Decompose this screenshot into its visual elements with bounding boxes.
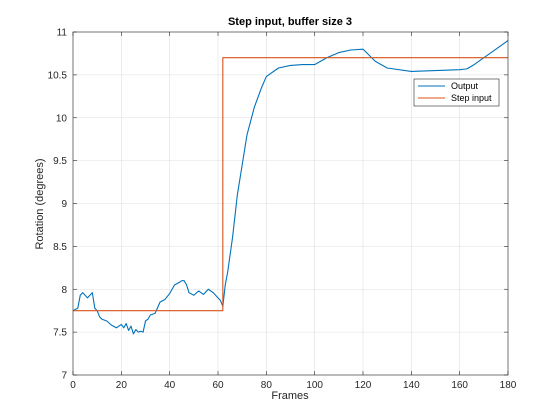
x-tick-label: 120 xyxy=(355,380,372,391)
x-tick-label: 0 xyxy=(70,380,76,391)
series-line-step-input xyxy=(73,57,508,312)
x-axis-label: Frames xyxy=(271,390,309,402)
y-tick-label: 10 xyxy=(56,113,68,124)
y-tick-label: 9 xyxy=(61,199,67,210)
axis-ticks xyxy=(72,31,509,376)
series-line-output xyxy=(72,40,509,335)
legend: Output Step input xyxy=(413,78,500,107)
y-tick-label: 7.5 xyxy=(53,328,67,339)
x-tick-label: 20 xyxy=(116,380,128,391)
x-tick-label: 80 xyxy=(261,380,273,391)
y-tick-label: 8.5 xyxy=(53,242,67,253)
y-tick-label: 9.5 xyxy=(53,156,67,167)
x-tick-label: 140 xyxy=(403,380,420,391)
x-tick-labels: 0 20 40 60 80 100 120 140 160 180 xyxy=(70,380,517,391)
y-tick-label: 10.5 xyxy=(48,70,68,81)
legend-box xyxy=(413,78,500,107)
y-tick-label: 8 xyxy=(61,285,67,296)
y-tick-label: 11 xyxy=(57,28,68,39)
x-tick-label: 160 xyxy=(451,380,468,391)
x-tick-label: 60 xyxy=(212,380,224,391)
y-axis-label: Rotation (degrees) xyxy=(34,158,46,249)
series-lines xyxy=(72,40,509,335)
legend-label-output: Output xyxy=(451,81,479,91)
chart-title: Step input, buffer size 3 xyxy=(228,16,352,28)
x-tick-label: 180 xyxy=(500,380,517,391)
x-tick-label: 40 xyxy=(164,380,176,391)
x-tick-label: 100 xyxy=(306,380,323,391)
legend-label-step-input: Step input xyxy=(451,93,492,103)
y-tick-label: 7 xyxy=(61,371,67,382)
y-tick-labels: 7 7.5 8 8.5 9 9.5 10 10.5 11 xyxy=(48,28,68,382)
